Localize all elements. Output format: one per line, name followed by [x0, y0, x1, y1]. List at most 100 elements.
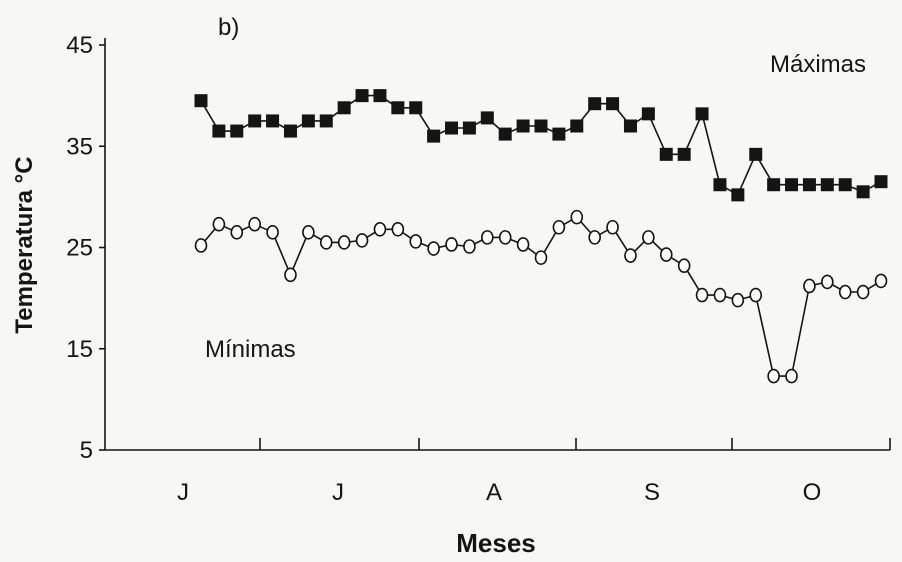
maximas-point	[659, 147, 673, 161]
maximas-point	[713, 178, 727, 192]
maximas-point	[749, 147, 763, 161]
minimas-point	[534, 250, 548, 265]
maximas-point	[731, 188, 745, 202]
minimas-point	[874, 273, 888, 289]
minimas-point	[642, 230, 655, 245]
minimas-point	[481, 230, 494, 245]
y-tick-label: 15	[66, 336, 93, 363]
minimas-point	[409, 234, 423, 249]
minimas-line	[200, 216, 882, 377]
maximas-point	[462, 121, 476, 135]
panel-label: b)	[218, 14, 239, 41]
maximas-point	[641, 107, 655, 121]
minimas-point	[516, 237, 530, 252]
maximas-point	[552, 127, 566, 141]
y-ticks: 5 15 25 35 45	[66, 32, 105, 464]
maximas-point	[480, 111, 494, 125]
series-minimas	[194, 209, 888, 384]
axes	[104, 38, 890, 451]
minimas-point	[355, 233, 369, 248]
maximas-point	[874, 175, 888, 189]
minimas-point	[266, 225, 279, 240]
series-label-maximas: Máximas	[770, 51, 866, 78]
minimas-point	[498, 230, 512, 245]
minimas-point	[337, 235, 351, 250]
minimas-point	[821, 274, 834, 290]
minimas-point	[785, 368, 798, 384]
maximas-point	[856, 185, 870, 199]
month-label: J	[332, 479, 344, 506]
minimas-point	[659, 247, 673, 262]
maximas-point	[283, 124, 297, 138]
x-ticks	[259, 438, 891, 450]
minimas-point	[284, 267, 297, 283]
minimas-point	[230, 225, 244, 240]
maximas-point	[445, 121, 459, 135]
maximas-point	[427, 129, 441, 143]
minimas-point	[212, 216, 226, 232]
y-tick-label: 35	[66, 133, 93, 160]
maximas-point	[677, 147, 691, 161]
maximas-point	[301, 114, 315, 128]
maximas-point	[266, 114, 280, 128]
maximas-point	[391, 101, 405, 115]
maximas-point	[516, 119, 530, 133]
minimas-point	[391, 221, 405, 237]
minimas-point	[302, 225, 315, 240]
minimas-point	[606, 219, 619, 235]
maximas-point	[498, 127, 512, 141]
maximas-point	[248, 114, 262, 128]
maximas-point	[606, 97, 620, 111]
maximas-point	[767, 178, 781, 192]
maximas-point	[212, 124, 226, 138]
series-maximas	[194, 89, 888, 202]
minimas-point	[677, 258, 691, 274]
maximas-point	[230, 124, 244, 138]
minimas-point	[588, 230, 601, 245]
minimas-point	[463, 239, 476, 254]
minimas-point	[803, 278, 816, 294]
minimas-point	[319, 235, 333, 250]
minimas-point	[731, 292, 745, 308]
y-tick-label: 25	[66, 235, 93, 262]
maximas-point	[409, 101, 423, 115]
maximas-point	[337, 101, 351, 115]
maximas-point	[588, 97, 602, 111]
minimas-point	[373, 221, 387, 237]
maximas-point	[194, 94, 208, 108]
minimas-point	[570, 209, 584, 225]
maximas-point	[623, 119, 637, 133]
month-label: J	[177, 479, 189, 506]
minimas-point	[248, 216, 261, 232]
maximas-point	[534, 119, 548, 133]
maximas-point	[570, 119, 584, 133]
maximas-point	[838, 178, 852, 192]
minimas-point	[856, 284, 870, 300]
minimas-point	[427, 241, 440, 256]
series-label-minimas: Mínimas	[205, 336, 296, 363]
maximas-point	[785, 178, 799, 192]
minimas-point	[695, 287, 709, 303]
minimas-point	[194, 238, 208, 253]
minimas-point	[767, 368, 780, 384]
y-tick-label: 5	[80, 437, 93, 464]
y-tick-label: 45	[66, 32, 93, 59]
maximas-point	[373, 89, 387, 103]
y-axis-label: Temperatura °C	[11, 156, 38, 333]
maximas-point	[319, 114, 333, 128]
x-axis-label: Meses	[456, 528, 536, 558]
minimas-point	[838, 284, 852, 300]
minimas-point	[749, 287, 763, 303]
maximas-point	[802, 178, 816, 192]
maximas-point	[355, 89, 369, 103]
minimas-point	[713, 287, 727, 303]
minimas-point	[552, 219, 566, 235]
month-label: S	[644, 479, 660, 506]
month-label: A	[486, 479, 502, 506]
maximas-point	[820, 178, 834, 192]
minimas-point	[624, 248, 637, 263]
maximas-point	[695, 107, 709, 121]
month-label: O	[803, 479, 822, 506]
